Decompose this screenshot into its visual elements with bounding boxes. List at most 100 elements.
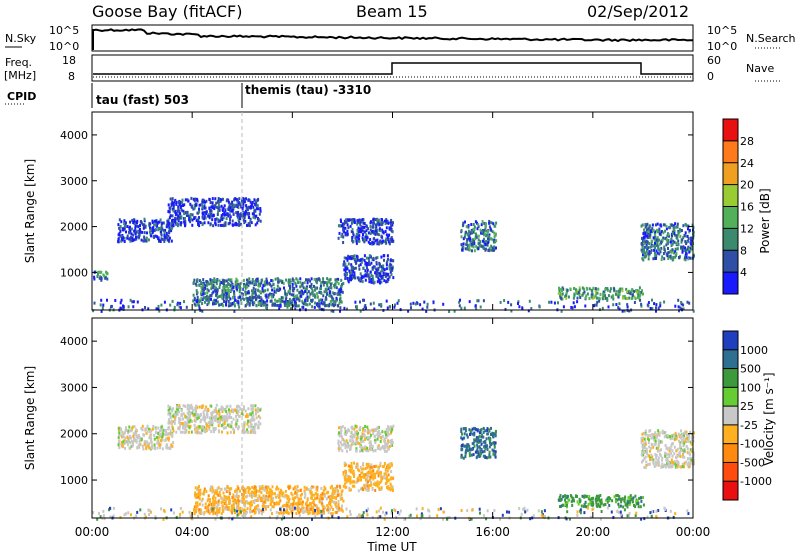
echo-cell [598,297,601,301]
echo-cell [473,239,476,243]
echo-cell [376,280,379,284]
echo-cell [392,424,395,428]
echo-cell [252,282,255,285]
echo-cell [93,275,96,279]
echo-cell [375,270,378,274]
echo-cell [188,426,191,430]
echo-cell [313,305,316,309]
echo-cell [658,463,661,467]
y-tick-label: 3000 [60,175,88,188]
echo-cell [390,218,393,222]
echo-cell [631,500,634,504]
echo-cell [362,233,364,236]
echo-cell [239,295,241,299]
echo-cell [607,305,610,309]
echo-cell [407,309,410,313]
echo-cell [294,307,297,311]
echo-cell [323,281,326,284]
echo-cell [269,283,272,287]
echo-cell [482,431,485,434]
echo-cell [346,229,349,233]
echo-cell [688,453,691,457]
echo-cell [192,293,195,297]
echo-cell [198,300,200,304]
echo-cell [200,285,203,289]
echo-cell [640,242,643,246]
echo-cell [387,466,390,469]
echo-cell [327,280,330,284]
echo-cell [313,503,316,507]
echo-cell [202,292,205,296]
echo-cell [467,225,470,229]
echo-cell [475,232,477,236]
echo-cell [381,228,384,232]
echo-cell [484,224,487,228]
echo-cell [631,294,634,297]
echo-cell [655,238,658,242]
echo-cell [347,278,350,282]
echo-cell [374,271,377,275]
echo-cell [203,217,206,221]
echo-cell [645,245,648,249]
echo-cell [485,444,488,448]
echo-cell [357,489,360,493]
echo-cell [217,200,220,204]
echo-cell [664,454,667,458]
echo-cell [212,416,215,420]
echo-cell [669,435,671,438]
echo-cell [635,499,638,503]
echo-cell [353,461,355,465]
echo-cell [375,225,378,229]
echo-cell [367,480,369,484]
echo-cell [383,258,385,262]
echo-cell [313,284,315,288]
echo-cell [276,284,279,288]
echo-cell [657,429,660,433]
echo-cell [243,486,246,490]
echo-cell [233,304,236,308]
echo-cell [126,225,129,228]
echo-cell [295,492,298,496]
echo-cell [691,439,693,443]
echo-cell [390,273,393,277]
echo-cell [678,227,681,231]
echo-cell [344,233,347,237]
echo-cell [117,233,120,237]
echo-cell [157,432,160,436]
echo-cell [354,276,357,280]
echo-cell [188,218,191,222]
echo-cell [385,261,388,265]
echo-cell [247,425,250,429]
echo-cell [343,440,346,444]
echo-cell [292,289,295,293]
echo-cell [565,494,568,498]
echo-cell [463,432,466,436]
echo-cell [237,201,240,205]
echo-cell [253,494,256,498]
echo-cell [165,433,168,437]
echo-cell [300,497,303,501]
echo-cell [359,465,362,469]
echo-cell [392,259,395,263]
echo-cell [626,505,629,509]
echo-cell [584,504,586,508]
echo-cell [664,229,667,233]
echo-cell [127,429,130,433]
echo-cell [159,439,162,443]
echo-cell [681,246,684,250]
echo-cell [183,300,185,304]
echo-cell [282,296,285,300]
echo-cell [163,239,166,243]
echo-cell [135,433,138,437]
echo-cell [183,217,186,221]
echo-cell [612,297,615,301]
echo-cell [473,433,476,437]
echo-cell [96,272,99,276]
echo-cell [172,441,175,445]
echo-cell [679,229,682,233]
echo-cell [650,242,653,246]
echo-cell [128,429,131,433]
echo-cell [654,453,657,456]
echo-cell [348,468,351,472]
echo-cell [362,221,365,225]
